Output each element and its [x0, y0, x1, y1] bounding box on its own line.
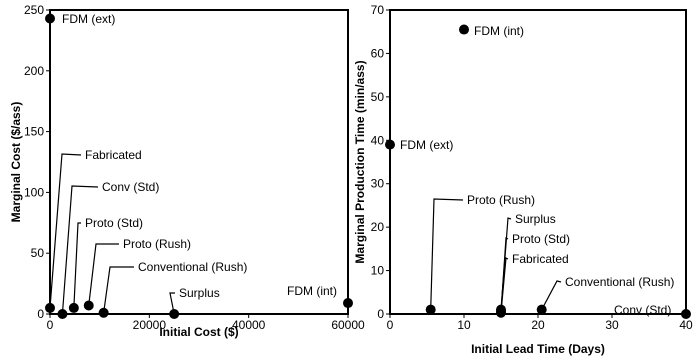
y-tick-label: 0 — [377, 307, 384, 321]
x-tick-label: 20 — [531, 318, 545, 332]
annotation-leader-line — [103, 266, 134, 313]
chart-cost: 0 20000 40000 60000 0 50 100 150 200 250 Initial C… — [9, 3, 365, 339]
point-label: Conventional (Rush) — [565, 275, 674, 289]
point-label: Conventional (Rush) — [138, 260, 247, 274]
x-tick-label: 20000 — [133, 318, 167, 332]
x-tick-label: 10 — [457, 318, 471, 332]
y-tick-label: 40 — [371, 133, 385, 147]
annotation-leader-line — [169, 292, 175, 315]
point-label: FDM (int) — [287, 284, 337, 298]
data-point — [425, 304, 436, 315]
y-tick-label: 150 — [24, 125, 44, 139]
data-point — [83, 300, 94, 311]
point-label: Proto (Rush) — [123, 237, 191, 251]
data-point — [496, 307, 506, 318]
y-tick-label: 50 — [371, 90, 385, 104]
x-axis-title: Initial Cost ($) — [159, 325, 238, 339]
y-tick-label: 50 — [31, 246, 45, 260]
point-label: Proto (Std) — [512, 232, 570, 246]
annotation-leader-line — [49, 153, 82, 308]
x-tick-label: 30 — [605, 318, 619, 332]
y-tick-label: 70 — [371, 3, 385, 17]
annotation-leader-line — [88, 243, 119, 306]
y-tick-label: 60 — [371, 46, 385, 60]
annotation-leader-line — [430, 198, 464, 310]
plot-frame — [389, 9, 687, 315]
point-label: Surplus — [179, 286, 220, 300]
y-tick-label: 30 — [371, 177, 385, 191]
point-label: Fabricated — [85, 148, 142, 162]
data-point — [98, 307, 109, 318]
plot-frame — [49, 9, 349, 315]
annotation-leader-line — [500, 237, 509, 312]
x-tick-label: 0 — [47, 318, 54, 332]
y-tick-label: 250 — [24, 3, 44, 17]
y-tick-label: 0 — [37, 307, 44, 321]
data-point — [57, 309, 68, 319]
x-tick-label: 0 — [387, 318, 394, 332]
point-label: FDM (ext) — [400, 138, 453, 152]
point-label: Proto (Std) — [85, 216, 143, 230]
data-point — [169, 309, 180, 319]
x-tick-label: 60000 — [331, 318, 365, 332]
point-label: Surplus — [515, 212, 556, 226]
data-point — [45, 302, 55, 313]
point-label: Conv (Std) — [614, 303, 671, 317]
annotation-leader-line — [73, 222, 81, 308]
point-label: Proto (Rush) — [467, 193, 535, 207]
data-point — [459, 24, 469, 35]
annotation-leader-line — [61, 185, 99, 315]
y-tick-label: 20 — [371, 220, 385, 234]
data-point — [385, 139, 395, 150]
y-tick-label: 100 — [24, 185, 44, 199]
data-point — [343, 298, 353, 309]
x-axis-title: Initial Lead Time (Days) — [471, 342, 605, 356]
y-tick-label: 200 — [24, 64, 44, 78]
annotation-leader-line — [541, 280, 562, 310]
point-label: Conv (Std) — [102, 180, 159, 194]
point-label: Fabricated — [512, 252, 569, 266]
point-label: FDM (int) — [474, 24, 524, 38]
y-axis-title: Marginal Cost ($/ass) — [9, 102, 23, 223]
data-point — [68, 302, 79, 313]
point-label: FDM (ext) — [62, 12, 115, 26]
y-tick-label: 10 — [371, 264, 385, 278]
x-tick-label: 40000 — [232, 318, 266, 332]
data-point — [681, 309, 691, 319]
chart-time: 0 10 20 30 40 0 10 20 30 40 50 60 70 Initial Lead Tim… — [353, 3, 693, 356]
annotation-leader-line — [500, 257, 509, 313]
data-point — [536, 304, 547, 315]
y-axis-title: Marginal Production Time (min/ass) — [353, 60, 367, 263]
data-point — [45, 13, 55, 24]
x-tick-label: 40 — [679, 318, 693, 332]
